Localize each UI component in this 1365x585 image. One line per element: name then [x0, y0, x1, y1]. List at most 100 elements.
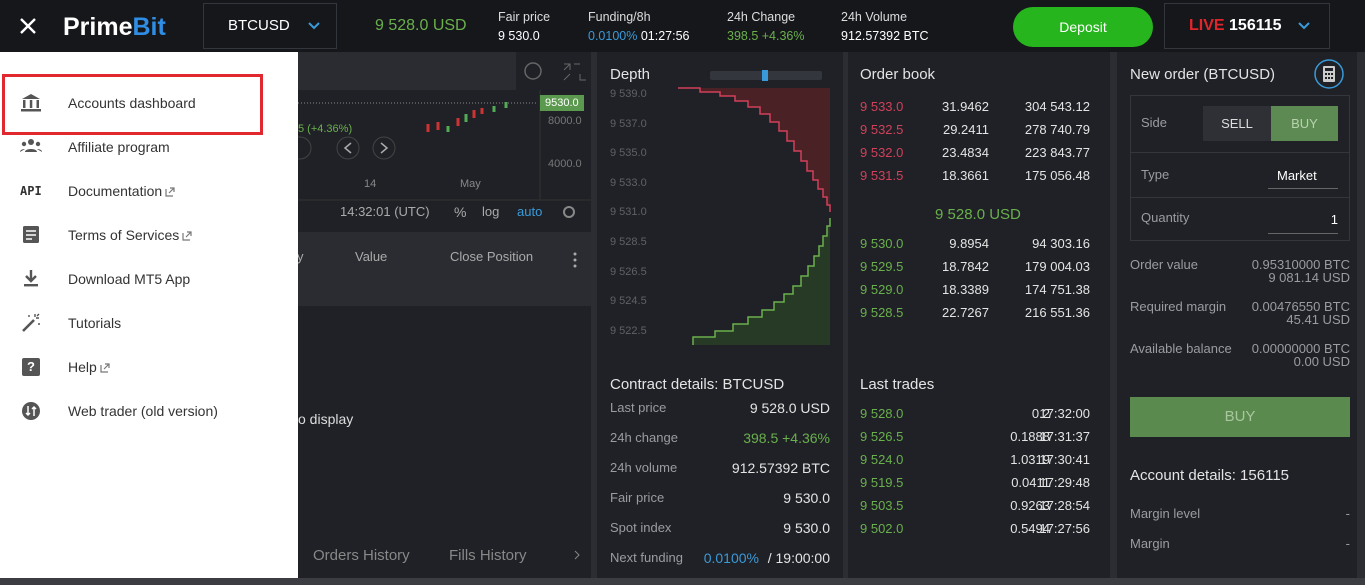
underline	[1268, 188, 1338, 189]
date-axis-label: 14	[364, 178, 377, 190]
menu-item[interactable]: Download MT5 App	[68, 271, 191, 287]
tab[interactable]: Orders History	[313, 547, 410, 564]
depth-axis-label: 9 539.0	[610, 88, 647, 100]
stat-label: 24h Volume	[841, 10, 908, 24]
menu-item[interactable]: Terms of Services	[68, 227, 180, 243]
summary-label: Required margin	[1130, 299, 1227, 314]
trade-price: 9 503.5	[860, 498, 904, 513]
book-total: 174 751.38	[1024, 282, 1090, 297]
menu-item[interactable]: Help	[68, 359, 97, 375]
column-header: y	[297, 249, 304, 264]
trade-price: 9 502.0	[860, 521, 904, 536]
logo-bit: Bit	[132, 13, 166, 41]
close-icon[interactable]	[18, 16, 38, 36]
book-size: 18.3389	[942, 282, 989, 297]
trade-time: 17:29:48	[1039, 475, 1090, 490]
detail-value: 912.57392 BTC	[731, 460, 830, 476]
menu-icon	[22, 402, 40, 420]
book-size: 18.7842	[942, 259, 989, 274]
scale-option[interactable]: %	[454, 204, 467, 220]
stat-value: 0.0100% 01:27:56	[588, 28, 690, 44]
book-total: 175 056.48	[1024, 168, 1090, 183]
buy-button[interactable]: BUY	[1130, 397, 1350, 437]
book-total: 278 740.79	[1024, 122, 1090, 137]
field-label: Quantity	[1141, 210, 1190, 225]
logo-prime: Prime	[63, 13, 133, 41]
trade-size: 0.1888	[1010, 429, 1050, 444]
detail-value: 398.5 +4.36%	[743, 430, 830, 446]
account-value: -	[1345, 536, 1350, 551]
detail-value: 9 530.0	[783, 490, 830, 506]
zoom-knob[interactable]	[762, 70, 768, 81]
external-link-icon	[182, 231, 192, 241]
depth-axis-label: 9 535.0	[610, 147, 647, 160]
price-axis-label: 4000.0	[548, 158, 582, 170]
deposit-button[interactable]: Deposit	[1013, 7, 1153, 47]
menu-item[interactable]: Accounts dashboard	[68, 95, 196, 111]
trade-time: 17:27:56	[1039, 521, 1090, 536]
detail-label: 24h change	[610, 430, 678, 445]
underline	[1268, 233, 1338, 234]
scale-option[interactable]: auto	[517, 204, 543, 219]
account-select[interactable]	[1164, 3, 1330, 49]
side-menu	[0, 52, 298, 578]
trade-time: 17:28:54	[1039, 498, 1090, 513]
menu-item[interactable]: Affiliate program	[68, 139, 170, 155]
book-total: 179 004.03	[1024, 259, 1090, 274]
trade-price: 9 528.0	[860, 406, 904, 421]
orderbook-panel	[848, 52, 1110, 578]
book-size: 9.8954	[949, 236, 989, 251]
quantity-input[interactable]: 1	[1330, 212, 1338, 227]
account-value: -	[1345, 506, 1350, 521]
book-price: 9 530.0	[860, 236, 904, 251]
column-header: Close Position	[450, 249, 534, 264]
detail-label: Next funding	[610, 550, 683, 565]
field-label: Side	[1141, 115, 1168, 130]
trade-size: 0.9263	[1010, 498, 1050, 513]
trade-time: 17:30:41	[1039, 452, 1090, 467]
trade-price: 9 519.5	[860, 475, 904, 490]
book-size: 31.9462	[942, 99, 989, 114]
tab-arrow[interactable]	[573, 550, 581, 560]
funding-rate: 0.0100%	[588, 29, 638, 43]
summary-label: Order value	[1130, 257, 1198, 272]
detail-value: 9 530.0	[783, 520, 830, 536]
book-size: 18.3661	[942, 168, 989, 183]
order-form	[1130, 95, 1350, 241]
chart-panel	[298, 52, 591, 578]
buy-toggle[interactable]: BUY	[1271, 106, 1338, 141]
calculator-icon[interactable]	[1313, 58, 1345, 90]
panel-title: Depth	[610, 66, 651, 83]
menu-item[interactable]: Tutorials	[68, 315, 122, 331]
more-icon[interactable]	[572, 252, 578, 268]
scale-option[interactable]: log	[482, 204, 500, 219]
symbol-select[interactable]	[203, 3, 337, 49]
menu-item[interactable]: Web trader (old version)	[68, 403, 218, 419]
type-select[interactable]: Market	[1277, 168, 1317, 183]
trade-size: 0.2	[1031, 406, 1050, 421]
trade-size: 0.0411	[1011, 475, 1050, 490]
change-legend: 5 (+4.36%)	[298, 123, 353, 135]
depth-axis-label: 9 522.5	[610, 324, 647, 337]
depth-axis-label: 9 528.5	[610, 236, 647, 248]
chevron	[1298, 22, 1310, 30]
sell-toggle[interactable]: SELL	[1203, 106, 1271, 141]
summary-btc: 0.00000000 BTC	[1251, 341, 1350, 356]
depth-chart	[678, 87, 831, 345]
tab[interactable]: Fills History	[449, 547, 527, 564]
book-total: 94 303.16	[1032, 236, 1090, 251]
menu-item[interactable]: Documentation	[68, 183, 163, 199]
price-axis-label: 8000.0	[548, 115, 582, 127]
detail-value: 9 528.0 USD	[749, 400, 830, 416]
stat-label: Fair price	[498, 10, 551, 24]
book-price: 9 532.0	[860, 145, 904, 160]
trade-price: 9 526.5	[860, 429, 904, 444]
external-link-icon	[165, 187, 175, 197]
detail-value: / 19:00:00	[767, 550, 830, 566]
summary-btc: 0.95310000 BTC	[1251, 257, 1350, 272]
detail-label: Fair price	[610, 490, 665, 505]
divider	[1131, 152, 1349, 153]
summary-usd: 9 081.14 USD	[1268, 270, 1350, 285]
trade-time: 17:32:00	[1039, 406, 1090, 421]
